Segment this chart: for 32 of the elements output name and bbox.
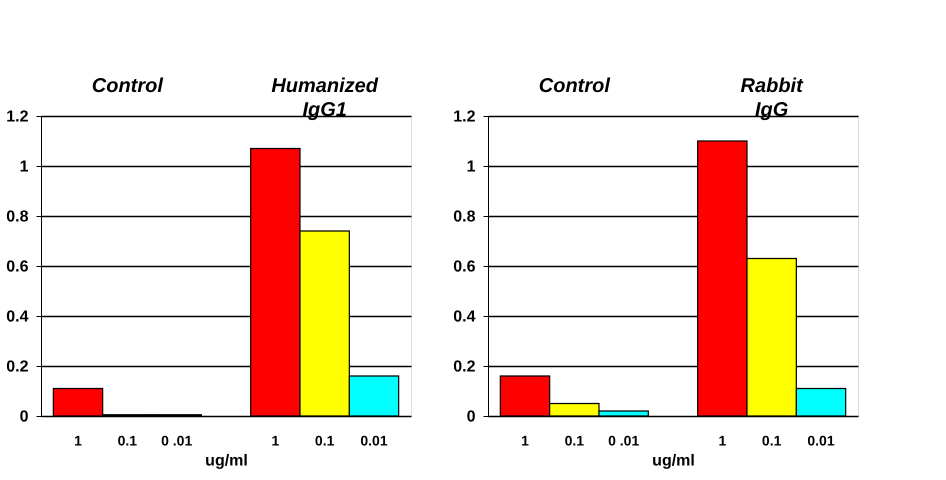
y-tick-label: 0.2	[453, 358, 476, 376]
y-tick-label: 0.6	[6, 258, 29, 276]
x-tick-label: 0 .01	[608, 432, 640, 448]
text: Control	[538, 75, 610, 97]
x-tick-label: 1	[74, 432, 82, 448]
x-axis-title: ug/ml	[652, 452, 695, 470]
x-tick-label: 0.01	[360, 432, 388, 448]
annotation: Rabbit IgG	[740, 75, 804, 121]
x-tick-label: 1	[718, 432, 726, 448]
annotation: Humanized IgG1	[271, 75, 379, 121]
y-tick-label: 0.6	[453, 258, 476, 276]
x-tick-label: 0.1	[314, 432, 335, 448]
y-tick-label: 0.8	[453, 208, 476, 226]
y-tick-label: 1.2	[6, 108, 29, 126]
text: Control	[92, 75, 164, 97]
y-tick-label: 0	[466, 408, 476, 426]
y-tick-label: 0.8	[6, 208, 29, 226]
y-tick-label: 0.2	[6, 358, 29, 376]
x-axis-title: ug/ml	[205, 452, 248, 470]
x-tick-label: 0.1	[564, 432, 584, 448]
x-tick-label: 1	[521, 432, 530, 448]
x-tick-label: 0.01	[807, 432, 835, 448]
y-tick-label: 0	[20, 408, 29, 426]
y-tick-label: 1.2	[453, 108, 476, 126]
y-tick-label: 1	[466, 158, 476, 176]
x-tick-label: 1	[271, 432, 280, 448]
x-tick-label: 0 .01	[161, 432, 192, 448]
y-tick-label: 0.4	[453, 308, 476, 326]
x-tick-label: 0.1	[118, 432, 138, 448]
x-tick-label: 0.1	[762, 432, 782, 448]
y-tick-label: 1	[20, 158, 29, 176]
y-tick-label: 0.4	[6, 308, 29, 326]
